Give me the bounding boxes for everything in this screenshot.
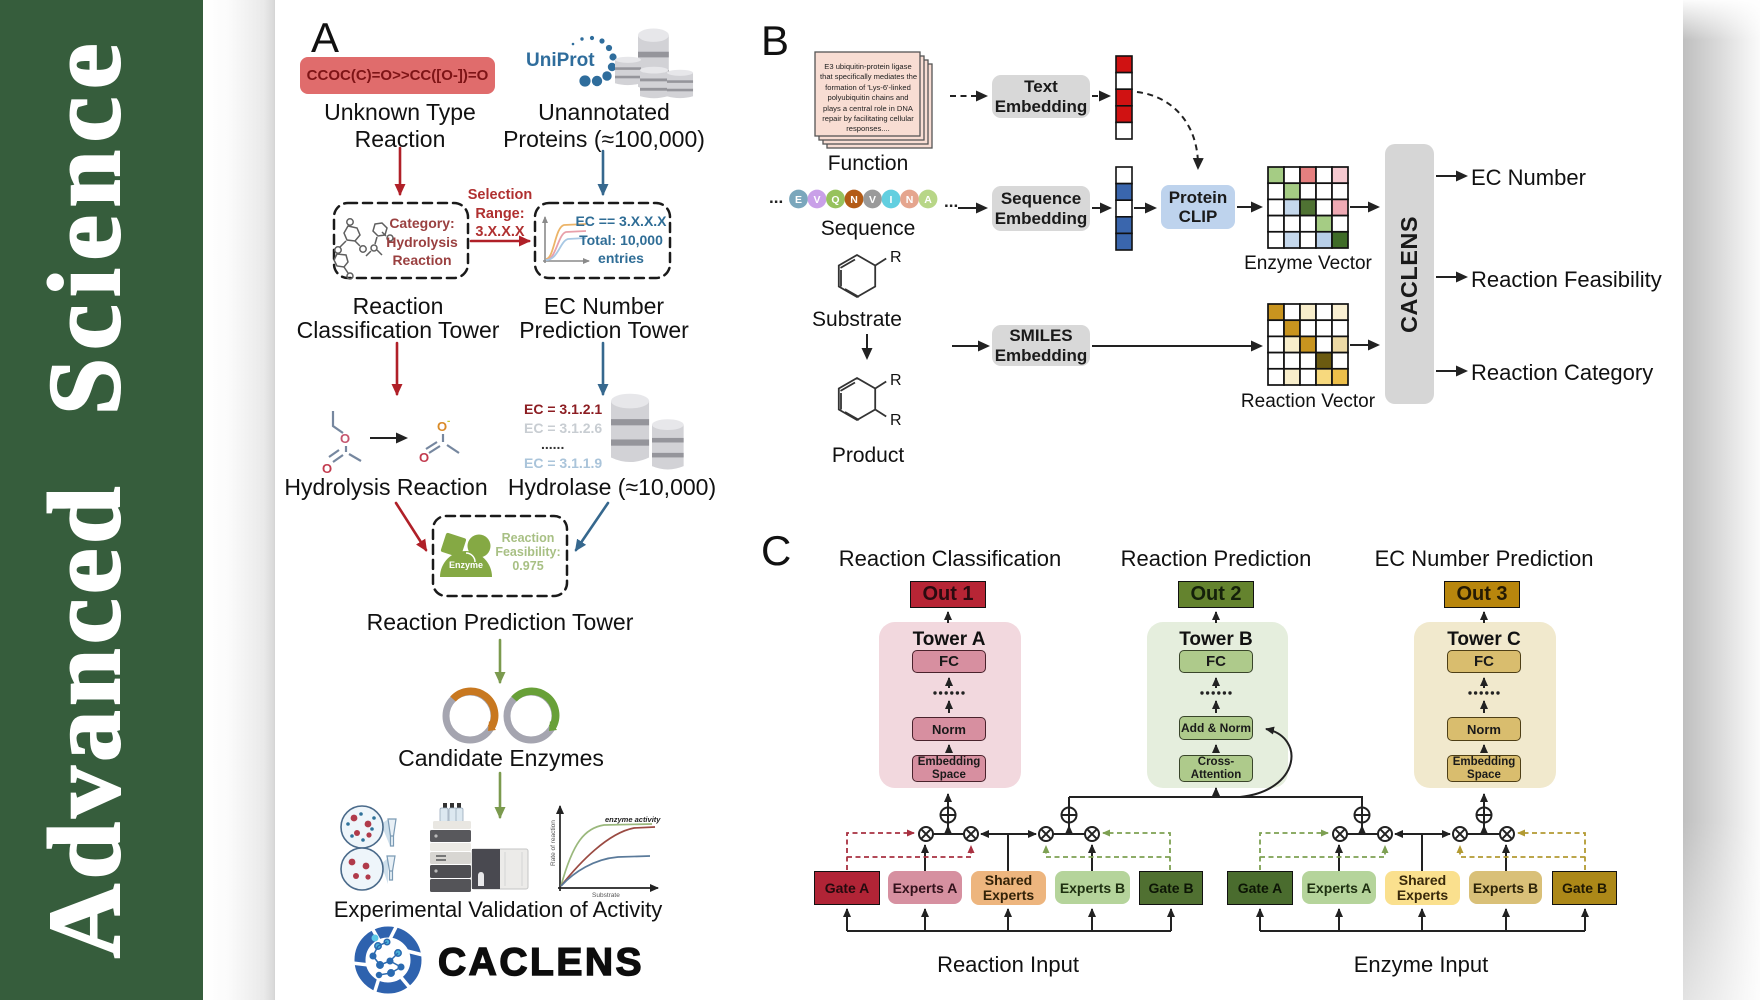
svg-text:A: A: [924, 194, 932, 206]
svg-text:Rate of reaction: Rate of reaction: [550, 820, 557, 866]
svg-text:R: R: [890, 412, 902, 429]
svg-text:N: N: [850, 194, 858, 206]
svg-text:O: O: [437, 419, 447, 434]
svg-text:N: N: [906, 194, 914, 206]
svg-text:enzyme activity: enzyme activity: [605, 815, 661, 824]
svg-text:Q: Q: [831, 194, 839, 206]
svg-text:R: R: [890, 372, 902, 389]
svg-text:Substrate: Substrate: [592, 892, 620, 899]
svg-text:-: -: [447, 416, 450, 427]
svg-text:O: O: [419, 450, 429, 465]
svg-text:O: O: [322, 461, 332, 476]
svg-text:E: E: [795, 194, 802, 206]
svg-text:V: V: [869, 194, 876, 206]
svg-text:R: R: [890, 249, 902, 266]
svg-text:I: I: [890, 194, 893, 206]
svg-text:V: V: [813, 194, 820, 206]
svg-text:O: O: [340, 431, 350, 446]
